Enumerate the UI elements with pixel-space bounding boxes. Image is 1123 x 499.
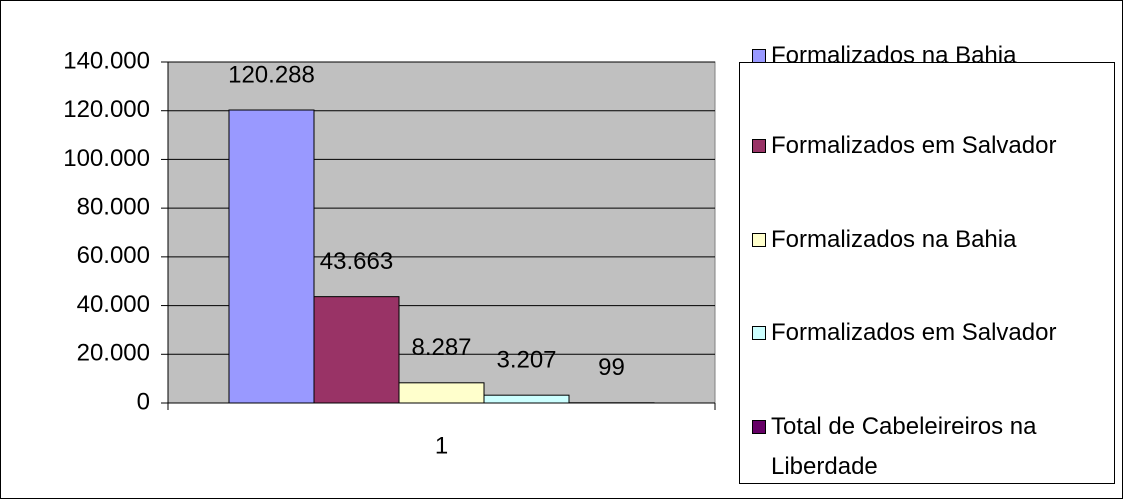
legend-box (739, 62, 1115, 484)
value-label: 43.663 (320, 248, 393, 275)
y-tick-label: 80.000 (77, 193, 150, 220)
bar (313, 296, 400, 404)
legend-label: Formalizados em Salvador (771, 319, 1057, 346)
legend-label: Formalizados na Bahia (771, 42, 1017, 69)
legend-swatch (752, 326, 766, 340)
y-tick-label: 100.000 (63, 145, 150, 172)
legend-swatch (752, 420, 766, 434)
y-tick-label: 20.000 (77, 340, 150, 367)
value-label: 99 (598, 354, 625, 381)
legend-label: Formalizados na Bahia (771, 226, 1017, 253)
legend-entry: Formalizados em Salvador (752, 126, 1112, 166)
value-label: 8.287 (411, 334, 471, 361)
y-tick-label: 60.000 (77, 242, 150, 269)
legend-entry: Formalizados na Bahia (752, 220, 1112, 260)
legend-swatch (752, 139, 766, 153)
value-label: 3.207 (496, 347, 556, 374)
y-tick-label: 120.000 (63, 96, 150, 123)
y-tick-label: 0 (137, 388, 150, 415)
legend-entry: Formalizados na Bahia (752, 36, 1112, 76)
x-tick-label: 1 (435, 432, 448, 459)
legend-entry: Formalizados em Salvador (752, 313, 1112, 353)
y-tick-label: 140.000 (63, 47, 150, 74)
legend-swatch (752, 233, 766, 247)
y-tick-label: 40.000 (77, 291, 150, 318)
bar (483, 394, 570, 404)
legend-swatch (752, 49, 766, 63)
bar (398, 382, 485, 404)
legend-entry: Total de Cabeleireiros na Liberdade (752, 407, 1112, 487)
legend-label: Formalizados em Salvador (771, 132, 1057, 159)
value-label: 120.288 (228, 61, 315, 88)
bar (228, 109, 315, 404)
legend-label: Total de Cabeleireiros na Liberdade (771, 413, 1037, 480)
